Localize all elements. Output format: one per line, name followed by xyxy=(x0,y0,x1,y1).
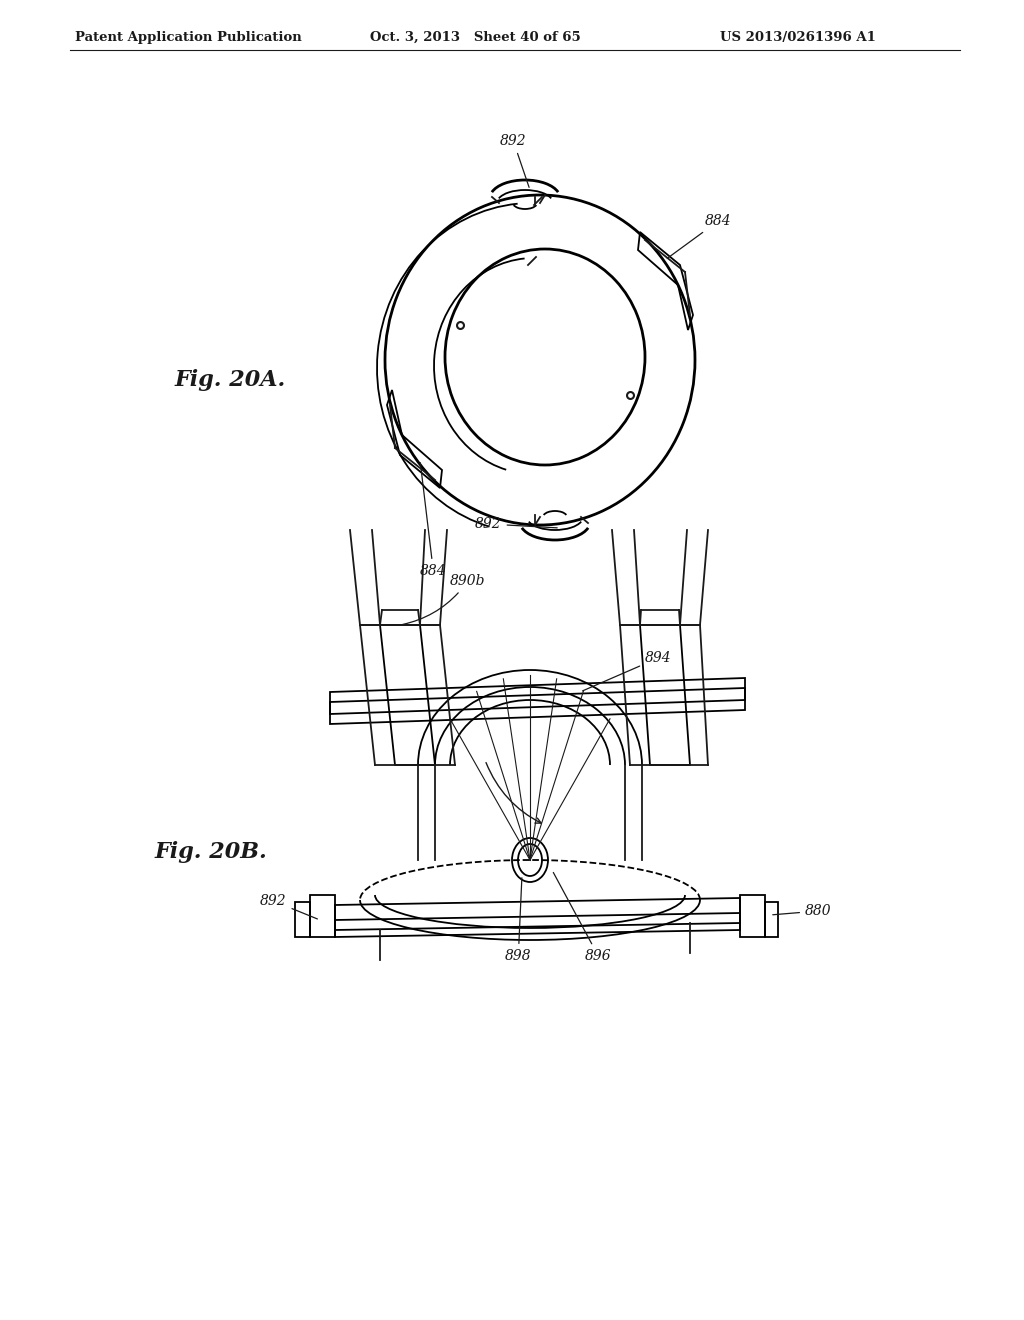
Text: Patent Application Publication: Patent Application Publication xyxy=(75,30,302,44)
Text: Fig. 20B.: Fig. 20B. xyxy=(155,841,267,863)
Text: 890b: 890b xyxy=(402,574,485,624)
Text: 898: 898 xyxy=(505,878,531,964)
Text: Fig. 20A.: Fig. 20A. xyxy=(175,370,287,391)
Text: 894: 894 xyxy=(583,651,672,690)
Text: 892: 892 xyxy=(500,135,529,187)
Text: US 2013/0261396 A1: US 2013/0261396 A1 xyxy=(720,30,876,44)
Text: Oct. 3, 2013   Sheet 40 of 65: Oct. 3, 2013 Sheet 40 of 65 xyxy=(370,30,581,44)
Text: 896: 896 xyxy=(553,873,611,964)
Text: 892: 892 xyxy=(260,894,317,919)
Text: 884: 884 xyxy=(668,214,731,259)
Text: 892: 892 xyxy=(475,517,557,531)
Text: 884: 884 xyxy=(420,463,446,578)
Text: 880: 880 xyxy=(773,904,831,917)
